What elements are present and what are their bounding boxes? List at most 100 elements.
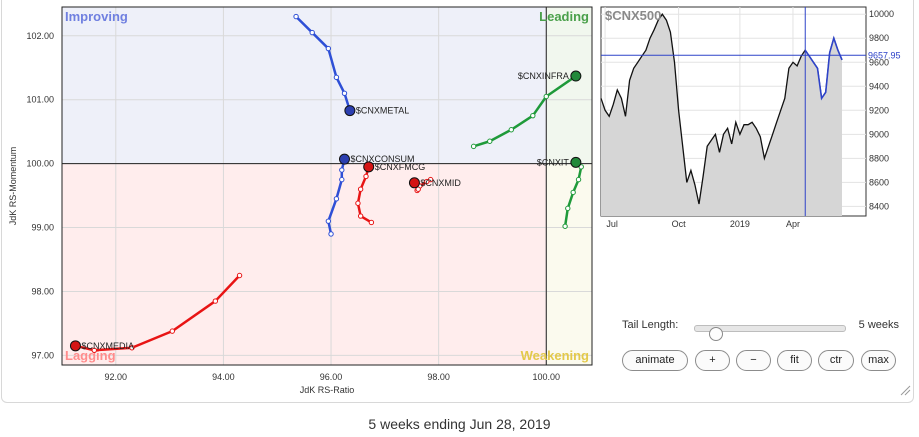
- x-tick-label: 100.00: [532, 372, 560, 382]
- y-axis-label: JdK RS-Momentum: [8, 147, 18, 226]
- tail-point-cnxmedia: [129, 345, 135, 351]
- y-tick-label: 99.00: [31, 223, 54, 233]
- tail-point-cnxconsum: [339, 167, 345, 173]
- series-label-cnxmedia: $CNXMEDIA: [81, 341, 134, 351]
- price-x-tick-label: Jul: [606, 219, 618, 229]
- quadrant-leading-bg: [546, 7, 592, 164]
- price-y-tick-label: 9800: [869, 33, 889, 43]
- cnx500-price-chart: 8400 8600 8800 9000 9200 9400 9600 9800 10000 Jul…: [600, 6, 901, 229]
- tail-point-cnxfmcg: [368, 219, 375, 226]
- tail-point-cnxmetal: [309, 29, 315, 36]
- head-cnxinfra: [570, 70, 582, 82]
- tail-point-cnxconsum: [325, 218, 332, 224]
- x-axis-label: JdK RS-Ratio: [300, 385, 355, 395]
- zoom-out-button[interactable]: −: [736, 350, 771, 371]
- tail-point-cnxinfra: [543, 93, 549, 100]
- tail-cnxmedia: [74, 274, 241, 352]
- zoom-in-button[interactable]: +: [695, 350, 730, 371]
- tail-point-cnxmedia: [91, 347, 97, 353]
- tail-point-cnxmetal: [333, 74, 340, 81]
- tail-point-cnxmid: [424, 178, 430, 185]
- price-area: [601, 14, 842, 217]
- price-y-tick-label: 9000: [869, 129, 889, 139]
- series-label-cnxmetal: $CNXMETAL: [356, 106, 409, 116]
- rrg-chart[interactable]: 92.00 94.00 96.00 98.00 100.00 97.00 98.00 99.0…: [0, 0, 600, 410]
- tail-point-cnxfmcg: [363, 173, 369, 180]
- tail-point-cnxinfra: [508, 127, 514, 133]
- y-tick-label: 101.00: [26, 95, 54, 105]
- series-label-cnxit: $CNXIT: [537, 157, 570, 167]
- price-y-tick-label: 8800: [869, 153, 889, 163]
- fit-button[interactable]: fit: [777, 350, 812, 371]
- center-button[interactable]: ctr: [818, 350, 854, 371]
- y-tick-label: 102.00: [26, 31, 54, 41]
- animate-button[interactable]: animate: [622, 350, 688, 371]
- head-cnxfmcg: [363, 161, 375, 173]
- quadrant-weakening-bg: [546, 163, 592, 365]
- tail-point-cnxinfra: [530, 112, 536, 119]
- x-tick-label: 94.00: [212, 372, 235, 382]
- tail-point-cnxmetal: [341, 90, 348, 97]
- tail-point-cnxmedia: [169, 328, 176, 334]
- price-x-tick-label: Apr: [786, 219, 800, 229]
- price-y-tick-label: 9600: [869, 57, 889, 67]
- tail-point-cnxconsum: [328, 231, 334, 237]
- tail-point-cnxinfra: [487, 138, 493, 144]
- price-x-tick-label: Oct: [672, 219, 687, 229]
- price-y-tick-label: 9400: [869, 81, 889, 91]
- tail-cnxinfra: [472, 74, 578, 148]
- price-y-tick-label: 10000: [869, 9, 894, 19]
- chart-caption: 5 weeks ending Jun 28, 2019: [368, 416, 551, 432]
- x-tick-label: 92.00: [105, 372, 128, 382]
- tail-length-slider[interactable]: [694, 325, 846, 341]
- tail-point-cnxmetal: [325, 45, 332, 52]
- price-y-tick-label: 8600: [869, 177, 889, 187]
- price-x-tick-label: 2019: [730, 219, 750, 229]
- tail-point-cnxmedia: [212, 298, 219, 304]
- head-cnxit: [570, 156, 582, 168]
- series-label-cnxmid: $CNXMID: [420, 178, 461, 188]
- plot-frame: [61, 6, 593, 366]
- head-cnxmetal: [344, 105, 356, 117]
- tail-point-cnxinfra: [470, 143, 477, 150]
- quadrant-lagging-bg: [62, 163, 547, 365]
- head-cnxconsum: [338, 153, 350, 165]
- y-tick-label: 98.00: [31, 286, 54, 296]
- price-y-tick-label: 8400: [869, 201, 889, 211]
- quadrant-label-weakening: Weakening: [521, 348, 589, 363]
- head-cnxmedia: [69, 340, 81, 352]
- price-y-tick-label: 9200: [869, 105, 889, 115]
- quadrant-label-lagging: Lagging: [65, 348, 116, 363]
- quadrant-label-leading: Leading: [539, 9, 589, 24]
- series-label-cnxfmcg: $CNXFMCG: [375, 162, 426, 172]
- tail-point-cnxfmcg: [355, 200, 361, 206]
- y-tick-label: 97.00: [31, 350, 54, 360]
- tail-point-cnxconsum: [333, 196, 340, 202]
- price-line-recent: [804, 35, 843, 101]
- series-label-cnxinfra: $CNXINFRA: [518, 71, 569, 81]
- tail-point-cnxit: [570, 189, 576, 196]
- quadrant-improving-bg: [62, 7, 547, 164]
- max-button[interactable]: max: [861, 350, 896, 371]
- head-cnxmid: [408, 177, 420, 189]
- tail-point-cnxfmcg: [357, 213, 364, 219]
- series-label-cnxconsum: $CNXCONSUM: [350, 154, 414, 164]
- tail-point-cnxit: [575, 176, 582, 183]
- tail-length-label: Tail Length:: [622, 319, 679, 331]
- price-area-recent: [805, 38, 842, 217]
- tail-point-cnxfmcg: [357, 186, 364, 192]
- tail-point-cnxmedia: [236, 272, 243, 279]
- tail-length-slider-thumb[interactable]: [709, 327, 723, 341]
- price-chart-title: $CNX500: [605, 8, 661, 23]
- tail-point-cnxit: [562, 223, 568, 229]
- tail-length-control: Tail Length: 5 weeks: [622, 318, 902, 341]
- quadrant-label-improving: Improving: [65, 9, 128, 24]
- tail-point-cnxconsum: [339, 176, 345, 183]
- resize-grip-icon[interactable]: [899, 384, 911, 396]
- tail-cnxmetal: [294, 15, 352, 112]
- tail-point-cnxit: [565, 205, 571, 212]
- y-tick-label: 100.00: [26, 159, 54, 169]
- x-tick-label: 96.00: [320, 372, 343, 382]
- last-value-label: 9657.95: [868, 50, 901, 60]
- x-tick-label: 98.00: [427, 372, 450, 382]
